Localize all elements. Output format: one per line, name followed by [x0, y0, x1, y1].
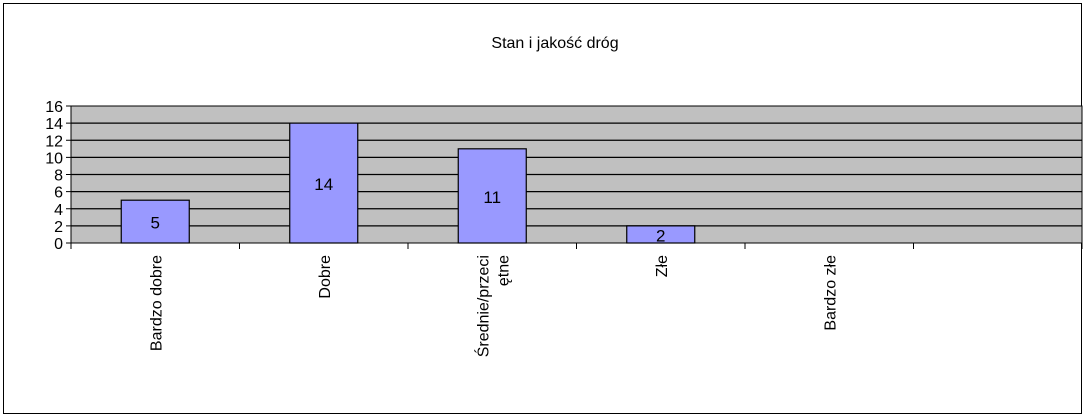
y-tick-label: 0 — [54, 236, 63, 253]
bars — [120, 122, 696, 244]
gridlines — [71, 122, 1082, 227]
x-tick-label: Złe — [654, 255, 671, 277]
x-axis — [70, 242, 1083, 249]
bar — [289, 122, 359, 244]
data-label: 5 — [151, 214, 160, 233]
data-label: 11 — [483, 188, 501, 207]
bar — [626, 225, 696, 244]
y-tick-label: 16 — [45, 99, 63, 116]
bar — [120, 199, 190, 244]
y-tick-label: 4 — [54, 202, 63, 219]
x-tick-label: ętne — [495, 255, 512, 286]
x-tick-label: Bardzo dobre — [148, 255, 165, 351]
x-tick-labels: Bardzo dobre Dobre Średnie/przeci ętne Złe Ba… — [148, 255, 839, 357]
data-labels: 5 14 11 2 — [151, 175, 666, 245]
y-tick-label: 6 — [54, 185, 63, 202]
x-tick-label: Średnie/przeci — [473, 255, 492, 357]
data-label: 2 — [656, 226, 665, 245]
chart-frame: Stan i jakość dróg 0 2 4 6 8 10 12 14 16 5 14 11 2 … — [3, 3, 1083, 414]
y-tick-label: 2 — [54, 219, 63, 236]
x-tick-label: Bardzo złe — [822, 255, 839, 331]
data-label: 14 — [314, 175, 333, 194]
x-tick-label: Dobre — [317, 255, 334, 299]
chart-title: Stan i jakość dróg — [491, 35, 618, 52]
y-tick-label: 12 — [45, 133, 63, 150]
bar — [457, 148, 527, 244]
y-tick-label: 10 — [45, 150, 63, 167]
y-tick-label: 8 — [54, 168, 63, 185]
y-tick-label: 14 — [45, 116, 63, 133]
